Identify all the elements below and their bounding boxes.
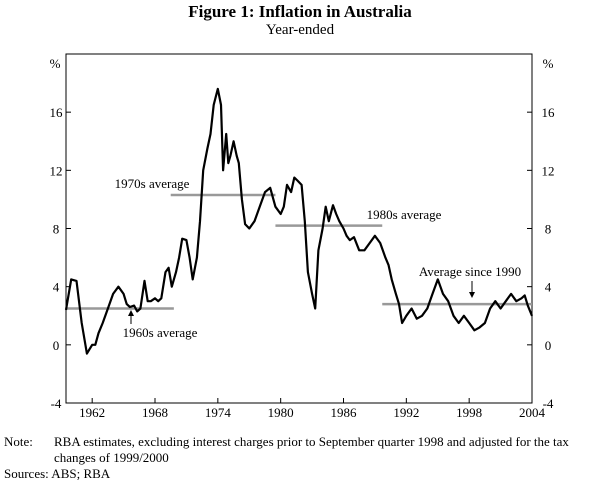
x-tick-label: 1962 [79,405,105,420]
y-unit-right: % [543,56,554,71]
y-tick-label-left: 12 [50,163,63,178]
note-text: RBA estimates, excluding interest charge… [54,434,569,465]
inflation-series-line [64,87,534,355]
arrow-head-1990 [469,292,475,298]
arrow-head-1960s [128,310,134,316]
annotation-1980s-average: 1980s average [367,207,442,222]
x-tick-label: 1980 [268,405,294,420]
x-tick-label: 1992 [393,405,419,420]
x-tick-label: 1998 [456,405,482,420]
y-tick-label-left: 8 [53,222,60,237]
y-tick-label-right: 8 [545,222,552,237]
y-tick-label-right: 12 [542,163,555,178]
sources-line: Sources: ABS; RBA [4,466,111,481]
x-tick-label: 1986 [331,405,358,420]
annotation-1960s-average: 1960s average [123,325,198,340]
x-tick-label: 1974 [205,405,232,420]
chart-subtitle: Year-ended [266,22,335,38]
y-tick-label-right: 4 [545,280,552,295]
y-tick-label-left: 0 [53,338,60,353]
plot-frame [65,53,533,404]
inflation-chart: Figure 1: Inflation in Australia Year-en… [50,2,556,420]
y-axis-right: -4 0 4 8 12 16 [527,105,555,411]
y-tick-label-left: 4 [53,280,60,295]
annotation-average-since-1990: Average since 1990 [419,264,521,279]
annotation-1970s-average: 1970s average [115,176,190,191]
x-axis: 1962 1968 1974 1980 1986 1992 1998 2004 [79,398,546,420]
note-row: Note: RBA estimates, excluding interest … [4,434,596,466]
series-layer [64,87,534,355]
note-label: Note: [4,434,33,449]
y-unit-left: % [50,56,61,71]
y-tick-label-left: 16 [50,105,64,120]
chart-title: Figure 1: Inflation in Australia [188,2,412,21]
x-tick-label: 2004 [519,405,546,420]
x-tick-label: 1968 [142,405,168,420]
y-axis-left: -4 0 4 8 12 16 [50,105,71,411]
y-tick-label-right: -4 [543,396,554,411]
y-tick-label-right: 16 [542,105,556,120]
average-lines [66,193,532,310]
footnotes: Note: RBA estimates, excluding interest … [4,434,596,482]
y-tick-label-right: 0 [545,338,552,353]
y-tick-label-left: -4 [51,396,62,411]
